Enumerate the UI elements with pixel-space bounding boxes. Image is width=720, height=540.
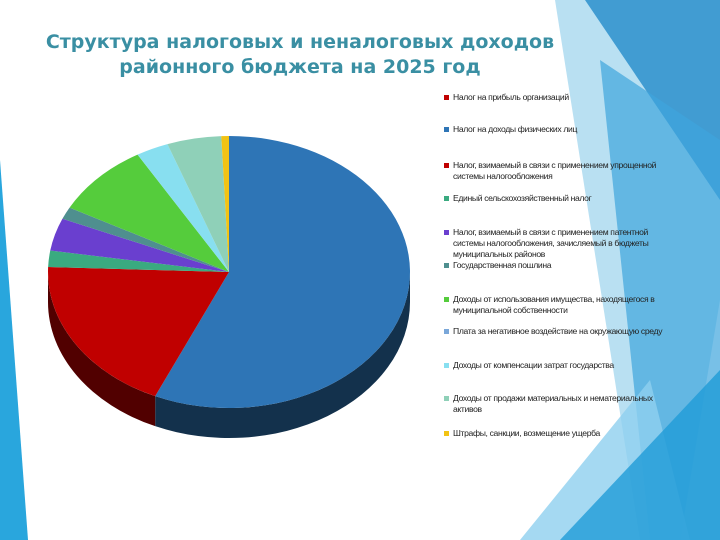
pie-slice (167, 136, 229, 272)
legend-swatch (444, 297, 449, 302)
legend-label: Плата за негативное воздействие на окруж… (453, 326, 663, 336)
legend-item: Налог, взимаемый в связи с применением п… (444, 227, 680, 260)
pie-slice-side (48, 272, 156, 427)
chart-title: Структура налоговых и неналоговых доходо… (40, 30, 560, 80)
pie-slice (69, 154, 229, 272)
pie-side-walls (48, 272, 410, 439)
legend-item: Налог на доходы физических лиц (444, 124, 680, 135)
deco-strip-left (0, 160, 28, 540)
legend-item: Плата за негативное воздействие на окруж… (444, 326, 680, 337)
legend-label: Налог, взимаемый в связи с применением п… (453, 227, 649, 259)
pie-chart (47, 136, 410, 439)
pie-slice (50, 218, 230, 272)
legend-swatch (444, 329, 449, 334)
legend-item: Доходы от компенсации затрат государства (444, 360, 680, 371)
legend-swatch (444, 230, 449, 235)
legend-item: Доходы от использования имущества, наход… (444, 294, 680, 316)
legend-swatch (444, 363, 449, 368)
legend-label: Налог на прибыль организаций (453, 92, 569, 102)
pie-slice (137, 144, 229, 272)
legend-label: Штрафы, санкции, возмещение ущерба (453, 428, 600, 438)
legend-label: Доходы от использования имущества, наход… (453, 294, 655, 315)
legend-swatch (444, 127, 449, 132)
pie-slice (221, 136, 229, 272)
pie-slice (47, 267, 229, 397)
legend-label: Единый сельскохозяйственный налог (453, 193, 592, 203)
legend-swatch (444, 431, 449, 436)
pie-slice (48, 250, 229, 272)
legend-swatch (444, 196, 449, 201)
legend-swatch (444, 396, 449, 401)
pie-slice (155, 136, 410, 408)
legend-item: Налог, взимаемый в связи с применением у… (444, 160, 680, 182)
deco-ribbon-bottom-dark (560, 370, 720, 540)
legend-label: Доходы от компенсации затрат государства (453, 360, 614, 370)
legend-swatch (444, 163, 449, 168)
legend-item: Государственная пошлина (444, 260, 680, 271)
legend-label: Государственная пошлина (453, 260, 552, 270)
legend-swatch (444, 95, 449, 100)
chart-title-line: районного бюджета на 2025 год (119, 56, 481, 78)
legend-item: Штрафы, санкции, возмещение ущерба (444, 428, 680, 439)
legend-item: Налог на прибыль организаций (444, 92, 680, 103)
legend-label: Доходы от продажи материальных и нематер… (453, 393, 653, 414)
legend-label: Налог, взимаемый в связи с применением у… (453, 160, 657, 181)
legend-item: Доходы от продажи материальных и нематер… (444, 393, 680, 415)
legend-label: Налог на доходы физических лиц (453, 124, 578, 134)
chart-title-line: Структура налоговых и неналоговых доходо… (45, 31, 555, 53)
pie-slice (62, 207, 229, 272)
pie-slice-side (155, 272, 410, 439)
legend-item: Единый сельскохозяйственный налог (444, 193, 680, 204)
legend-swatch (444, 263, 449, 268)
